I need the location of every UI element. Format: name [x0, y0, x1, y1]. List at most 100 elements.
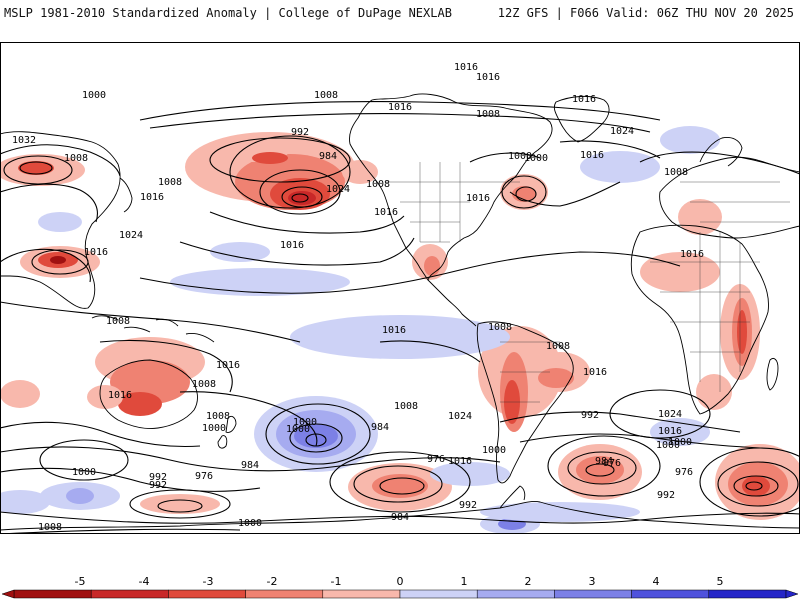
isobar-label: 1008	[664, 167, 688, 178]
isobar-label: 1016	[216, 360, 240, 371]
isobar-label: 1016	[388, 102, 412, 113]
isobar-label: 1016	[280, 240, 304, 251]
anomaly-region	[66, 488, 94, 504]
anomaly-region	[480, 502, 640, 522]
isobar-label: 1024	[658, 409, 682, 420]
anomaly-region	[118, 392, 162, 416]
isobar-label: 1008	[488, 322, 512, 333]
isobar-label: 1016	[572, 94, 596, 105]
colorbar-tick-label: 0	[397, 575, 404, 588]
colorbar-segment	[13, 589, 92, 599]
isobar-label: 992	[291, 127, 309, 138]
anomaly-region	[737, 310, 747, 354]
isobar-label: 984	[319, 151, 337, 162]
isobar-label: 1032	[12, 135, 36, 146]
isobar-label: 1000	[72, 467, 96, 478]
anomaly-region	[696, 374, 732, 410]
colorbar-tick-label: -2	[267, 575, 278, 588]
isobar-label: 1008	[476, 109, 500, 120]
anomaly-region	[660, 126, 720, 154]
isobar-label: 984	[391, 512, 409, 523]
isobar-label: 1008	[64, 153, 88, 164]
isobar-label: 1000	[668, 437, 692, 448]
isobar-label: 1008	[366, 179, 390, 190]
anomaly-region	[87, 385, 123, 409]
anomaly-region	[576, 456, 624, 484]
isobar-label: 992	[459, 500, 477, 511]
colorbar-segment	[399, 589, 478, 599]
isobar-label: 1000	[286, 424, 310, 435]
anomaly-region	[252, 152, 288, 164]
colorbar-tick-label: -4	[139, 575, 150, 588]
isobar-label: 984	[595, 456, 613, 467]
isobar-label: 1008	[158, 177, 182, 188]
anomaly-region	[50, 256, 66, 264]
isobar-label: 1024	[119, 230, 143, 241]
colorbar-tick-label: 1	[461, 575, 468, 588]
colorbar-segment	[708, 589, 787, 599]
anomaly-region	[0, 380, 40, 408]
colorbar: -5 -4 -3 -2 -1 0 1 2 3 4 5	[1, 575, 799, 599]
isobar-label: 1016	[580, 150, 604, 161]
anomaly-region	[170, 268, 350, 296]
isobar-label: 1008	[106, 316, 130, 327]
anomaly-region	[210, 242, 270, 262]
isobar-label: 1016	[454, 62, 478, 73]
isobar-label: 1016	[382, 325, 406, 336]
anomaly-region	[538, 368, 574, 388]
isobar-label: 1016	[680, 249, 704, 260]
anomaly-region	[742, 476, 770, 496]
isobar-label: 1008	[38, 522, 62, 533]
colorbar-segment	[322, 589, 401, 599]
anomaly-region	[0, 490, 50, 514]
colorbar-segment	[245, 589, 324, 599]
anomaly-region	[424, 256, 440, 276]
colorbar-min-arrow	[1, 589, 15, 599]
map-title: MSLP 1981-2010 Standardized Anomaly | Co…	[4, 6, 452, 20]
isobar-label: 1008	[206, 411, 230, 422]
anomaly-region	[580, 151, 660, 183]
isobar-label: 1016	[583, 367, 607, 378]
isobar-label: 1016	[658, 426, 682, 437]
isobar-label: 1016	[448, 456, 472, 467]
isobar-label: 1016	[140, 192, 164, 203]
isobar-label: 992	[657, 490, 675, 501]
colorbar-segment	[631, 589, 710, 599]
isobar-label: 992	[149, 480, 167, 491]
colorbar-tick-label: 4	[653, 575, 660, 588]
isobar-label: 1000	[202, 423, 226, 434]
isobar-label: 1000	[524, 153, 548, 164]
colorbar-segments	[1, 589, 799, 599]
isobar-label: 1016	[84, 247, 108, 258]
colorbar-segment	[554, 589, 632, 599]
anomaly-region	[430, 462, 510, 486]
isobar-label: 1000	[82, 90, 106, 101]
colorbar-tick-label: -1	[331, 575, 342, 588]
isobar-contours	[0, 100, 800, 534]
colorbar-ticks: -5 -4 -3 -2 -1 0 1 2 3 4 5	[75, 575, 724, 588]
colorbar-tick-label: -5	[75, 575, 86, 588]
colorbar-tick-label: 5	[717, 575, 724, 588]
isobar-label: 992	[149, 472, 167, 483]
isobar-label: 1000	[238, 518, 262, 529]
colorbar-tick-label: 3	[589, 575, 596, 588]
isobar-label: 1000	[508, 151, 532, 162]
isobar-label: 1000	[656, 440, 680, 451]
isobar-label: 1024	[326, 184, 350, 195]
isobar-label: 1024	[610, 126, 634, 137]
anomaly-region	[678, 199, 722, 235]
isobar-label: 1008	[314, 90, 338, 101]
isobar-label: 976	[427, 454, 445, 465]
anomaly-region	[140, 494, 220, 514]
colorbar-segment	[168, 589, 246, 599]
isobar-label: 984	[371, 422, 389, 433]
isobar-label: 1016	[108, 390, 132, 401]
anomaly-region	[18, 161, 54, 175]
isobar-label: 984	[241, 460, 259, 471]
isobar-label: 1016	[476, 72, 500, 83]
colorbar-tick-label: 2	[525, 575, 532, 588]
isobar-label: 1008	[192, 379, 216, 390]
colorbar-tick-label: -3	[203, 575, 214, 588]
